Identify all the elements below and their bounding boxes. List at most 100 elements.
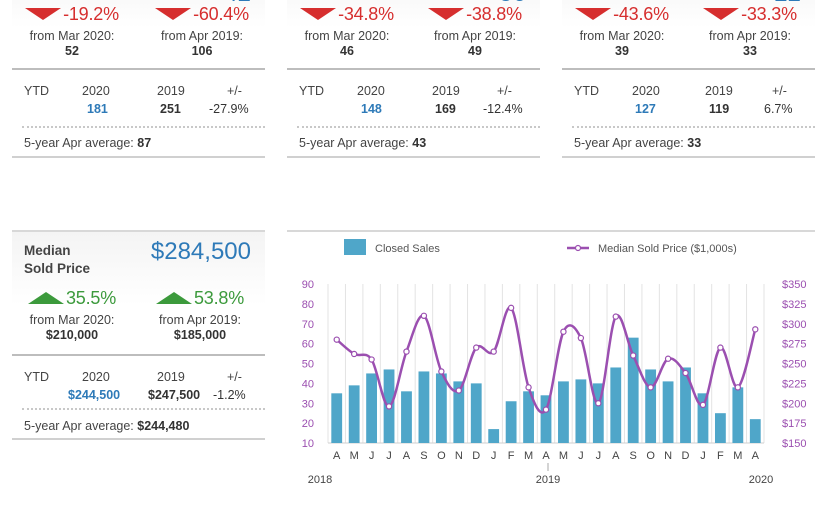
x-tick-label: F xyxy=(508,450,515,462)
change-pct: -43.6% xyxy=(613,4,669,24)
x-tick-label: D xyxy=(472,450,480,462)
bar xyxy=(505,401,517,443)
ytd-diff-value: 6.7% xyxy=(764,102,793,116)
y-left-tick-label: 70 xyxy=(302,319,314,331)
x-tick-label: S xyxy=(420,450,427,462)
card-title: Median Sold Price xyxy=(24,243,91,276)
x-tick-label: F xyxy=(717,450,724,462)
chart-svg: Closed Sales Median Sold Price ($1,000s) … xyxy=(302,239,806,486)
ytd-diff-value: -12.4% xyxy=(483,102,523,116)
closed-sales-chart: Closed Sales Median Sold Price ($1,000s) … xyxy=(287,230,815,492)
line-point xyxy=(507,304,515,312)
five-year-average: 5-year Apr average: 33 xyxy=(574,136,702,150)
line-point xyxy=(717,344,724,351)
y-left-tick-label: 30 xyxy=(302,398,314,410)
card-inventory: 22 -43.6% from Mar 2020: 39 -33.3% from … xyxy=(562,0,815,158)
card-header: 42 -19.2% from Mar 2020: 52 -60.4% from … xyxy=(12,0,265,70)
card-pending-sales: 56 -34.8% from Mar 2020: 46 -38.8% from … xyxy=(287,0,540,158)
change-from-label: from Apr 2019: xyxy=(709,29,791,43)
change-from-value: 39 xyxy=(615,44,629,58)
line-point xyxy=(577,334,585,342)
bar xyxy=(592,383,604,443)
x-tick-label: O xyxy=(646,450,655,462)
line-point xyxy=(664,355,672,362)
arrow-down-icon xyxy=(155,7,192,20)
y-left-tick-label: 50 xyxy=(302,359,314,371)
five-year-average: 5-year Apr average: 87 xyxy=(24,136,152,150)
ytd-2019-value: 251 xyxy=(160,102,181,116)
change-from-value: 49 xyxy=(468,44,482,58)
ytd-diff-value: -1.2% xyxy=(213,388,246,402)
ytd-2019-value: 169 xyxy=(435,102,456,116)
ytd-2019-value: 119 xyxy=(709,102,730,116)
x-tick-label: J xyxy=(369,450,375,462)
line-point xyxy=(612,313,619,320)
arrow-up-icon xyxy=(155,291,192,304)
y-left-tick-label: 20 xyxy=(302,418,314,430)
ytd-2019-header: 2019 xyxy=(705,84,733,98)
arrow-down-icon xyxy=(25,7,62,20)
x-tick-label: N xyxy=(664,450,672,462)
bar xyxy=(749,419,761,443)
divider xyxy=(562,156,815,158)
x-tick-label: A xyxy=(752,450,760,462)
card-median-sold-price: Median Sold Price $284,500 35.5% from Mar… xyxy=(12,230,265,440)
big-value: $284,500 xyxy=(150,238,251,265)
card-header: 22 -43.6% from Mar 2020: 39 -33.3% from … xyxy=(562,0,815,70)
x-tick-label: A xyxy=(542,450,550,462)
change-from-value: 46 xyxy=(340,44,354,58)
x-tick-label: J xyxy=(578,450,584,462)
x-tick-label: J xyxy=(596,450,602,462)
arrow-down-icon xyxy=(703,7,740,20)
bar xyxy=(540,395,552,443)
divider xyxy=(22,408,265,410)
y-right-tick-label: $150 xyxy=(782,438,806,450)
divider xyxy=(297,126,540,128)
bar xyxy=(366,373,378,443)
ytd-2019-header: 2019 xyxy=(157,84,185,98)
y-right-tick-label: $275 xyxy=(782,339,806,351)
bar xyxy=(418,371,430,443)
change-pct: -19.2% xyxy=(63,4,119,24)
big-value: 42 xyxy=(224,0,251,8)
ytd-2019-value: $247,500 xyxy=(148,388,201,402)
ytd-2020-value: 127 xyxy=(635,102,656,116)
change-from-value: 33 xyxy=(743,44,757,58)
change-pct: -34.8% xyxy=(338,4,394,24)
legend-label-closed-sales: Closed Sales xyxy=(375,243,440,255)
ytd-2020-header: 2020 xyxy=(82,370,110,384)
x-tick-label: M xyxy=(524,450,533,462)
line-point xyxy=(438,368,445,375)
x-tick-label: A xyxy=(612,450,620,462)
change-pct: -38.8% xyxy=(466,4,522,24)
bar xyxy=(470,383,482,443)
x-tick-label: J xyxy=(491,450,497,462)
divider xyxy=(12,438,265,440)
change-month: -43.6% from Mar 2020: 39 xyxy=(562,4,682,58)
bar xyxy=(662,381,674,443)
line-point xyxy=(473,344,480,351)
arrow-up-icon xyxy=(27,291,64,304)
ytd-label: YTD xyxy=(574,84,599,98)
ytd-label: YTD xyxy=(299,84,324,98)
x-tick-label: S xyxy=(630,450,637,462)
legend-marker-median-price xyxy=(574,244,582,252)
legend-label-median-price: Median Sold Price ($1,000s) xyxy=(598,243,737,255)
five-year-average: 5-year Apr average: 43 xyxy=(299,136,427,150)
change-from-label: from Mar 2020: xyxy=(29,313,115,327)
y-right-tick-label: $325 xyxy=(782,299,806,311)
x-tick-label: A xyxy=(403,450,411,462)
change-from-label: from Mar 2020: xyxy=(29,29,115,43)
change-year: -60.4% from Apr 2019: 106 xyxy=(142,4,262,58)
ytd-2020-value: $244,500 xyxy=(68,388,121,402)
y-right-tick-label: $250 xyxy=(782,359,806,371)
bar xyxy=(575,379,587,443)
change-pct: 35.5% xyxy=(65,288,117,308)
line-point xyxy=(595,400,602,407)
ytd-label: YTD xyxy=(24,370,49,384)
change-from-label: from Mar 2020: xyxy=(579,29,665,43)
arrow-down-icon xyxy=(300,7,337,20)
x-tick-label: J xyxy=(700,450,706,462)
ytd-2020-header: 2020 xyxy=(357,84,385,98)
x-tick-label: M xyxy=(559,450,568,462)
